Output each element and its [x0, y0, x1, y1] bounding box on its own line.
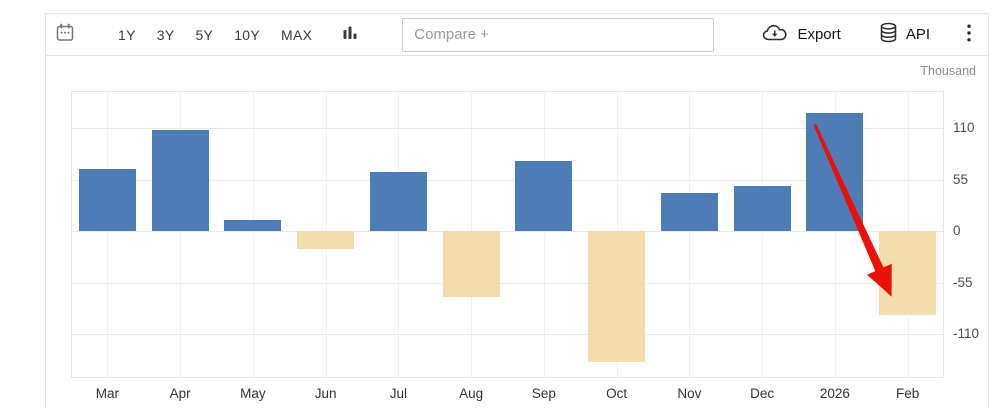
bar-dec[interactable]: [733, 186, 791, 232]
bar-sep[interactable]: [515, 161, 573, 232]
bar-may[interactable]: [224, 220, 282, 232]
x-gridline: [107, 91, 109, 378]
chart-panel: 1Y 3Y 5Y 10Y MAX Export: [45, 13, 989, 408]
cloud-download-icon: [762, 23, 789, 47]
bar-feb[interactable]: [879, 231, 937, 316]
bar-apr[interactable]: [151, 130, 209, 232]
range-selector: 1Y 3Y 5Y 10Y MAX: [118, 27, 312, 43]
x-axis-label: 2026: [819, 386, 850, 401]
y-axis-label: 0: [953, 223, 961, 239]
x-gridline: [543, 91, 545, 378]
range-button-5y[interactable]: 5Y: [195, 26, 214, 43]
chart-toolbar: 1Y 3Y 5Y 10Y MAX Export: [46, 14, 988, 56]
chart-area: Thousand 110 55 0 -55 -110 Mar Apr May Jun Jul Aug…: [46, 56, 988, 408]
export-label: Export: [797, 26, 841, 43]
y-gridline: [71, 334, 944, 336]
bar-2026[interactable]: [806, 112, 864, 232]
y-axis-label: -55: [953, 274, 973, 290]
x-axis-label: Oct: [606, 386, 628, 401]
calendar-icon: [54, 22, 76, 47]
range-button-10y[interactable]: 10Y: [234, 26, 261, 43]
x-axis-label: Dec: [750, 386, 775, 401]
axis-unit-label: Thousand: [920, 64, 976, 78]
bar-aug[interactable]: [442, 231, 500, 297]
api-button[interactable]: API: [879, 22, 930, 47]
x-gridline: [252, 91, 254, 378]
y-axis-label: 110: [953, 120, 975, 136]
y-gridline: [71, 231, 944, 233]
column-chart-icon: [342, 24, 358, 45]
range-button-max[interactable]: MAX: [281, 26, 313, 43]
x-axis-label: Jul: [389, 386, 408, 401]
bar-oct[interactable]: [588, 231, 646, 363]
range-button-1y[interactable]: 1Y: [118, 26, 136, 43]
y-axis-label: -110: [953, 326, 980, 342]
x-axis-label: Feb: [895, 386, 920, 401]
bar-mar[interactable]: [78, 168, 136, 232]
calendar-button[interactable]: [52, 20, 78, 49]
x-gridline: [180, 91, 182, 378]
x-axis-label: Apr: [169, 386, 191, 401]
x-axis-label: May: [240, 386, 266, 401]
x-axis-label: Mar: [95, 386, 120, 401]
y-gridline: [71, 128, 944, 130]
api-label: API: [905, 26, 930, 43]
compare-input[interactable]: [402, 17, 715, 52]
export-button[interactable]: Export: [762, 23, 841, 47]
plot-frame: [71, 91, 944, 378]
range-button-3y[interactable]: 3Y: [156, 26, 175, 43]
bar-nov[interactable]: [660, 192, 718, 232]
bar-jul[interactable]: [369, 172, 427, 232]
x-gridline: [689, 91, 691, 378]
database-icon: [879, 22, 898, 47]
y-gridline: [71, 282, 944, 284]
x-axis-label: Aug: [459, 386, 484, 401]
bar-jun[interactable]: [297, 231, 355, 249]
x-gridline: [398, 91, 400, 378]
x-gridline: [762, 91, 764, 378]
y-axis-label: 55: [953, 171, 969, 187]
chart-type-button[interactable]: [340, 22, 360, 47]
x-axis-label: Jun: [314, 386, 337, 401]
y-gridline: [71, 179, 944, 181]
x-axis-label: Sep: [531, 386, 556, 401]
kebab-menu-icon: [966, 23, 972, 46]
x-axis-label: Nov: [677, 386, 702, 401]
more-menu-button[interactable]: [964, 21, 974, 48]
